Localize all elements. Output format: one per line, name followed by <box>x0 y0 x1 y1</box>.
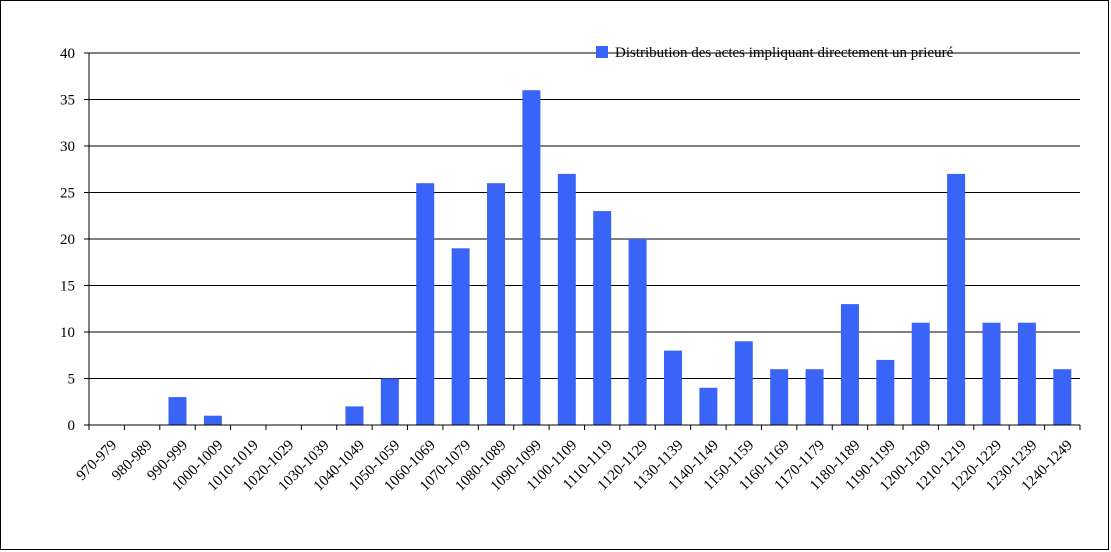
x-axis-ticks: 970-979980-989990-9991000-10091010-10191… <box>74 425 1081 495</box>
bar <box>1053 369 1072 425</box>
y-tick-label: 35 <box>60 93 75 109</box>
legend-label: Distribution des actes impliquant direct… <box>615 45 954 61</box>
bar <box>876 359 895 425</box>
bar <box>1017 322 1036 425</box>
gridlines <box>89 52 1080 379</box>
bar <box>416 183 435 425</box>
bar <box>947 173 966 425</box>
bar <box>380 378 399 425</box>
bar <box>840 304 859 425</box>
bar-series <box>168 90 1072 425</box>
bar <box>628 239 647 425</box>
bar <box>487 183 506 425</box>
y-tick-label: 25 <box>60 186 75 202</box>
y-tick-label: 20 <box>60 232 75 248</box>
bar <box>345 406 364 425</box>
legend: Distribution des actes impliquant direct… <box>596 45 954 61</box>
bar <box>911 322 930 425</box>
bar <box>522 90 541 425</box>
y-tick-label: 30 <box>60 139 75 155</box>
bar <box>805 369 824 425</box>
legend-swatch <box>596 46 608 58</box>
y-tick-label: 10 <box>60 325 75 341</box>
bar <box>734 341 753 425</box>
y-tick-label: 15 <box>60 279 75 295</box>
y-axis-ticks: 0 5 10 15 20 25 30 35 40 <box>60 46 89 434</box>
bar <box>593 211 612 425</box>
y-tick-label: 40 <box>60 46 75 62</box>
bar <box>663 350 682 425</box>
bar <box>451 248 470 425</box>
bar <box>203 415 222 425</box>
bar <box>982 322 1001 425</box>
bar <box>699 387 718 425</box>
bar <box>557 173 576 425</box>
y-tick-label: 5 <box>68 372 76 388</box>
y-tick-label: 0 <box>68 418 76 434</box>
bar <box>770 369 789 425</box>
bar <box>168 397 187 425</box>
